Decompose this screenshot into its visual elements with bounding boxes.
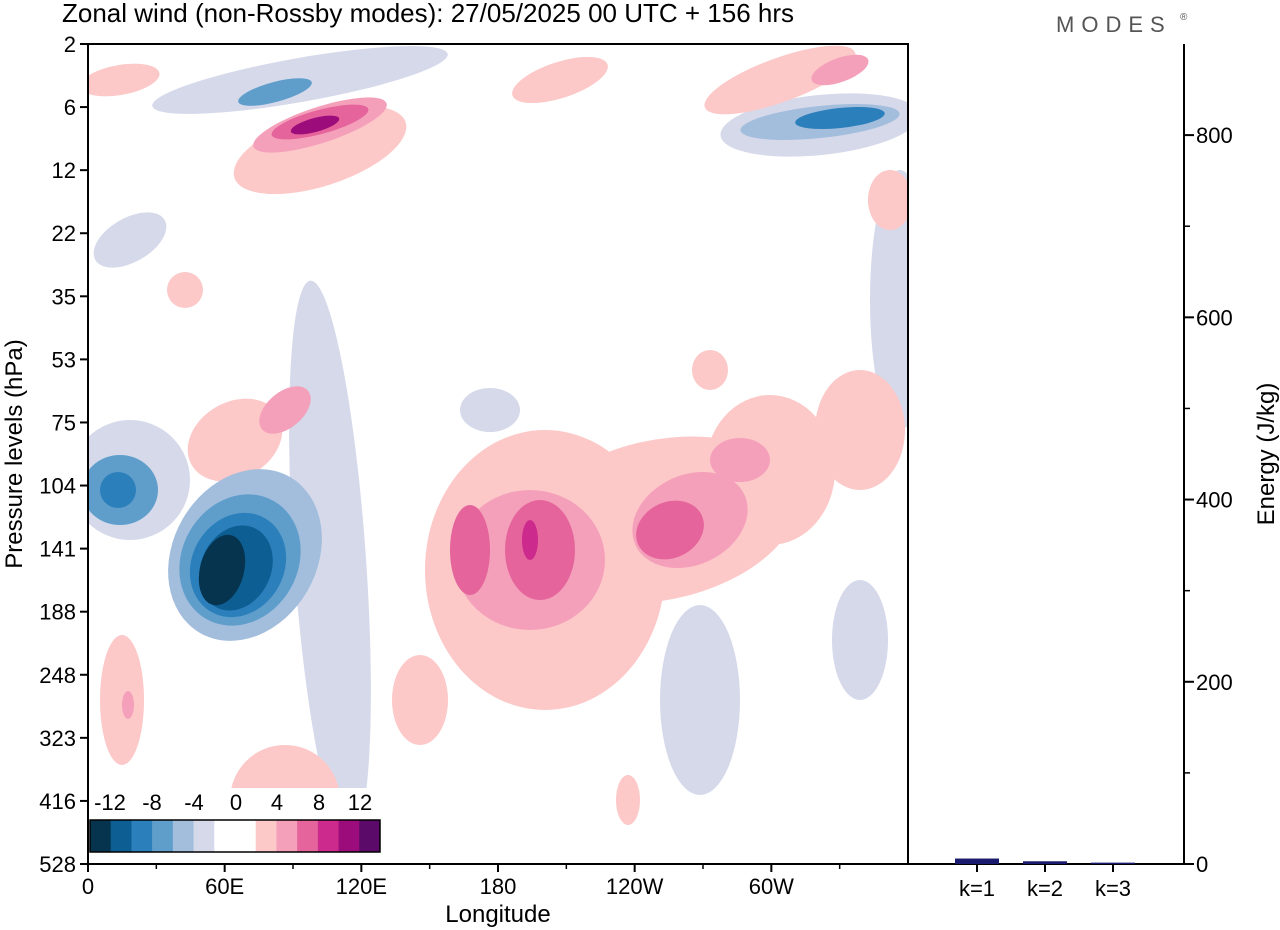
pos-wind-region — [710, 438, 770, 482]
energy-bar — [955, 858, 999, 864]
pos-wind-region — [636, 500, 704, 560]
colorbar-swatch — [255, 820, 277, 852]
pos-wind-region — [88, 63, 160, 97]
pos-wind-region — [122, 691, 134, 719]
energy-tick-label: 800 — [1196, 123, 1233, 148]
y-axis-label: Pressure levels (hPa) — [1, 339, 28, 568]
pos-wind-region — [505, 500, 575, 600]
pos-wind-region — [704, 45, 856, 115]
heatmap-field — [88, 45, 908, 855]
y-tick-label: 6 — [64, 95, 76, 120]
colorbar-swatch — [131, 820, 153, 852]
energy-tick-label: 0 — [1196, 852, 1208, 877]
y-tick-label: 22 — [52, 221, 76, 246]
neg-wind-region — [460, 388, 520, 432]
colorbar-swatch — [297, 820, 319, 852]
modes-logo: MODES — [1056, 12, 1172, 37]
colorbar-swatch — [214, 820, 236, 852]
energy-tick-label: 400 — [1196, 488, 1233, 513]
neg-wind-region — [289, 280, 371, 840]
x-tick-label: 120W — [606, 874, 664, 899]
heatmap-panel: -12 -8 -4 0 4 8 12 0 60E 120E 180 120W 60W 2 6 12 22 35… — [1, 32, 909, 928]
chart-title: Zonal wind (non-Rossby modes): 27/05/202… — [62, 0, 794, 28]
colorbar-label: 4 — [271, 790, 283, 815]
bar-category-label: k=2 — [1027, 876, 1063, 901]
pos-wind-region — [100, 635, 144, 765]
neg-wind-region — [100, 472, 136, 508]
pos-wind-region — [233, 105, 407, 195]
y-tick-label: 323 — [39, 726, 76, 751]
colorbar-swatch — [359, 820, 381, 852]
pos-wind-region — [187, 398, 283, 482]
y-tick-label: 53 — [52, 347, 76, 372]
x-tick-label: 60E — [205, 874, 244, 899]
energy-bar — [1091, 862, 1135, 864]
colorbar-swatch — [90, 820, 112, 852]
pos-wind-region — [450, 505, 490, 595]
y-tick-label: 2 — [64, 32, 76, 57]
x-tick-label: 0 — [82, 874, 94, 899]
pos-wind-region — [512, 56, 608, 104]
colorbar-label: 8 — [313, 790, 325, 815]
pos-wind-region — [692, 350, 728, 390]
neg-wind-region — [238, 78, 312, 106]
y-tick-label: 248 — [39, 663, 76, 688]
colorbar-swatch — [110, 820, 132, 852]
pos-wind-region — [811, 54, 869, 86]
bar-category-label: k=1 — [959, 876, 995, 901]
y-tick-label: 12 — [52, 158, 76, 183]
colorbar-swatch — [317, 820, 340, 852]
colorbar-swatch — [235, 820, 257, 852]
y-tick-label: 528 — [39, 852, 76, 877]
neg-wind-region — [795, 106, 885, 130]
colorbar-label: 12 — [348, 790, 372, 815]
y-tick-label: 104 — [39, 474, 76, 499]
pos-wind-region — [868, 170, 908, 230]
energy-bars: k=1 k=2 k=3 — [955, 858, 1135, 901]
energy-bar — [1023, 861, 1067, 864]
colorbar-swatch — [193, 820, 215, 852]
colorbar-label: -12 — [94, 790, 126, 815]
pos-wind-region — [616, 775, 640, 825]
x-tick-label: 180 — [480, 874, 517, 899]
y-axis-ticks: 2 6 12 22 35 53 75 104 141 188 248 323 416 528 — [39, 32, 88, 877]
colorbar: -12 -8 -4 0 4 8 12 — [88, 788, 392, 856]
neg-wind-region — [870, 170, 908, 430]
colorbar-frame — [89, 819, 381, 853]
y-tick-label: 188 — [39, 600, 76, 625]
energy-tick-label: 200 — [1196, 670, 1233, 695]
energy-panel: k=1 k=2 k=3 0 200 400 600 800 Energy (J/kg) — [907, 44, 1280, 901]
neg-wind-region — [832, 580, 888, 700]
energy-tick-label: 600 — [1196, 305, 1233, 330]
pos-wind-region — [522, 520, 538, 560]
colorbar-label: -4 — [184, 790, 204, 815]
colorbar-label: 0 — [230, 790, 242, 815]
y-tick-label: 141 — [39, 537, 76, 562]
x-tick-label: 120E — [336, 874, 387, 899]
energy-axis-label: Energy (J/kg) — [1253, 383, 1280, 526]
pos-wind-region — [815, 370, 905, 490]
pos-wind-region — [167, 272, 203, 308]
colorbar-swatch — [172, 820, 195, 852]
colorbar-swatch — [338, 820, 360, 852]
pos-wind-region — [392, 655, 448, 745]
energy-axis-ticks: 0 200 400 600 800 — [1184, 123, 1233, 877]
colorbar-label: -8 — [142, 790, 162, 815]
y-tick-label: 75 — [52, 410, 76, 435]
x-axis-ticks: 0 60E 120E 180 120W 60W — [82, 864, 841, 899]
neg-wind-region — [93, 212, 167, 268]
bar-category-label: k=3 — [1095, 876, 1131, 901]
modes-logo-mark: ® — [1180, 12, 1188, 23]
neg-wind-region — [660, 605, 740, 795]
colorbar-swatch — [152, 820, 174, 852]
x-tick-label: 60W — [749, 874, 794, 899]
pos-wind-region — [259, 386, 311, 434]
pos-wind-region — [290, 115, 340, 135]
x-axis-label: Longitude — [445, 901, 550, 928]
neg-wind-region — [198, 534, 246, 606]
colorbar-swatch — [276, 820, 298, 852]
y-tick-label: 35 — [52, 284, 76, 309]
y-tick-label: 416 — [39, 789, 76, 814]
